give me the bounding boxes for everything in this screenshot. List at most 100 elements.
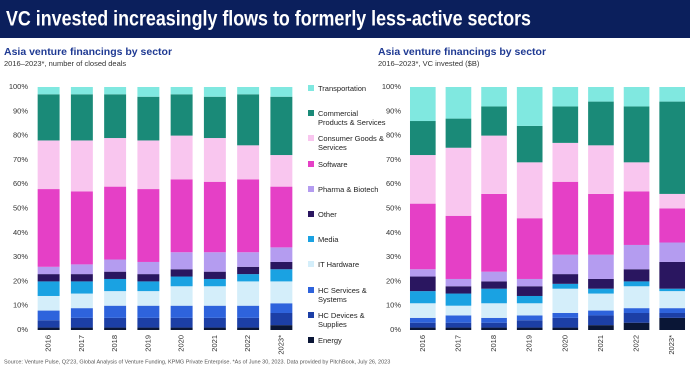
legend-item: HC Services & Systems [308,286,386,304]
bar-segment [37,281,60,296]
bar-segment [270,281,293,304]
bar-segment [552,106,579,143]
bar-segment [588,101,614,146]
bar-segment [170,94,193,136]
bar-segment [70,94,93,141]
bar-segment [516,327,543,330]
bar-segment [552,142,579,182]
x-tick-label: 2022 [632,335,641,352]
bar-segment [270,155,293,187]
bar-segment [137,305,160,318]
bar-segment [237,317,260,328]
bar-segment [516,218,543,279]
bar-segment [409,317,436,323]
bar-segment [203,286,226,306]
bar-segment [588,193,614,255]
bar-segment [552,288,579,313]
bar-segment [70,317,93,328]
bar-segment [516,87,543,126]
x-tick-label: 2017 [77,335,86,352]
bar-segment [623,244,650,270]
bar-segment [659,308,686,313]
bar-segment [70,274,93,282]
bar-segment [481,87,507,107]
bar-segment [104,327,127,330]
y-tick-label: 70% [386,155,401,164]
bar-segment [659,317,686,330]
bar-segment [552,87,579,107]
bar-segment [445,305,472,316]
bar-segment [104,259,127,272]
bar-segment [409,303,436,318]
bar-segment [203,138,226,182]
bar-segment [409,327,436,330]
chart-title: Asia venture financings by sector [4,46,172,58]
legend-item: Pharma & Biotech [308,185,386,194]
bar-segment [137,281,160,292]
bar-segment [70,264,93,275]
legend-swatch [308,261,314,268]
bar-segment [104,317,127,328]
legend-label: HC Devices & Supplies [318,310,365,329]
bar-segment [588,288,614,294]
bar-segment [659,261,686,289]
y-tick-label: 80% [386,131,401,140]
legend-label: Commercial Products & Services [318,109,386,128]
bar-segment [659,288,686,292]
x-tick-label: 2023* [667,335,676,355]
legend-label: Transportation [318,84,367,93]
bar-segment [445,118,472,148]
chart-subtitle: 2016–2023*, VC invested ($B) [378,59,480,68]
x-tick-label: 2020 [560,335,569,352]
bar-segment [588,145,614,194]
y-tick-label: 10% [386,301,401,310]
bar-segment [623,281,650,287]
y-tick-label: 20% [386,276,401,285]
bar-segment [37,140,60,190]
bar-segment [552,327,579,330]
bar-segment [37,189,60,267]
bar-segment [588,325,614,330]
bar-segment [588,254,614,279]
bar-segment [170,179,193,253]
x-tick-label: 2016 [44,335,53,352]
bar-segment [70,281,93,294]
bar-segment [516,303,543,316]
bar-segment [516,295,543,304]
bar-segment [37,274,60,282]
bar-segment [170,327,193,330]
bar-segment [237,327,260,330]
bar-segment [623,308,650,313]
y-tick-label: 0% [17,325,28,334]
page-title: VC invested increasingly flows to former… [6,8,531,31]
bar-segment [137,291,160,306]
bar-segment [203,317,226,328]
legend-swatch [308,85,314,91]
bar-segment [237,252,260,267]
bar-segment [170,87,193,95]
bar-segment [170,269,193,277]
y-tick-label: 50% [386,203,401,212]
bar-segment [170,305,193,318]
bar-segment [552,181,579,255]
bar-segment [104,305,127,318]
source-note: Source: Venture Pulse, Q2'23, Global Ana… [4,359,390,365]
bar-segment [203,252,226,272]
legend-item: Consumer Goods & Services [308,134,386,152]
legend-item: Media [308,235,386,244]
legend-swatch [308,286,314,293]
x-tick-label: 2019 [525,335,534,352]
bar-segment [409,87,436,122]
bar-segment [237,305,260,318]
y-tick-label: 90% [13,106,28,115]
bar-segment [623,106,650,163]
bar-segment [623,162,650,192]
y-tick-label: 90% [386,106,401,115]
bar-segment [270,312,293,326]
bar-segment [170,317,193,328]
bar-segment [445,278,472,287]
bar-segment [104,138,127,187]
bar-segment [481,303,507,318]
bar-segment [137,87,160,97]
